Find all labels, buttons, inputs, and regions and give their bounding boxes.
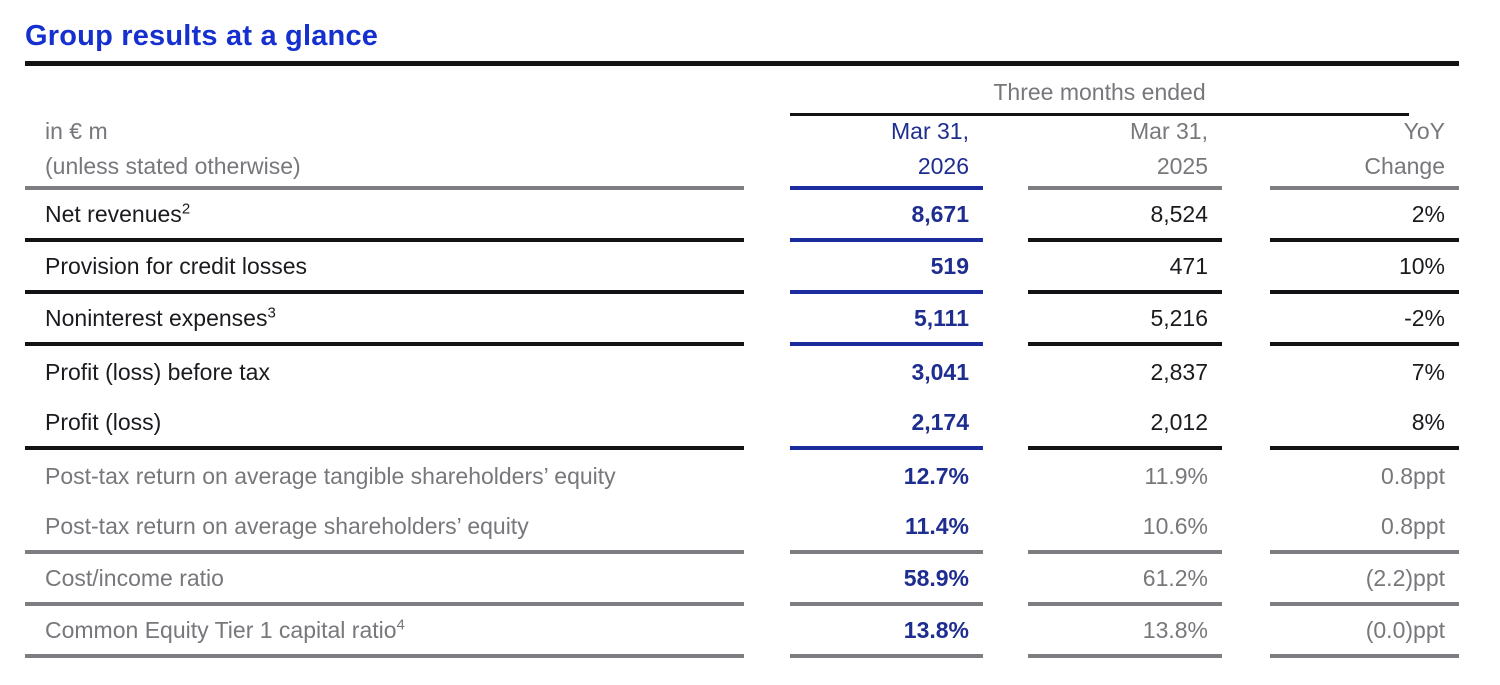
value-yoy: 10% (1270, 242, 1459, 294)
row-label: Noninterest expenses3 (25, 294, 744, 346)
value-2025: 471 (1028, 242, 1222, 294)
superscript: 4 (396, 615, 405, 633)
results-table: Three months ended in € m (unless stated… (25, 66, 1459, 658)
value-yoy: 2% (1270, 190, 1459, 242)
value-2025: 2,012 (1028, 398, 1222, 450)
value-yoy: -2% (1270, 294, 1459, 346)
table-row-noninterest-expenses: Noninterest expenses3 5,111 5,216 -2% (25, 294, 1459, 346)
table-row-profit-loss: Profit (loss) 2,174 2,012 8% (25, 398, 1459, 450)
row-label: Provision for credit losses (25, 242, 744, 294)
value-2026: 519 (790, 242, 983, 294)
page-title: Group results at a glance (25, 20, 1459, 66)
unit-line1: in € m (45, 118, 108, 144)
row-label: Cost/income ratio (25, 554, 744, 606)
value-2026: 2,174 (790, 398, 983, 450)
value-2025: 10.6% (1028, 502, 1222, 554)
value-yoy: 0.8ppt (1270, 502, 1459, 554)
group-header-row: Three months ended (25, 66, 1459, 116)
table-row-cost-income-ratio: Cost/income ratio 58.9% 61.2% (2.2)ppt (25, 554, 1459, 606)
row-label: Post-tax return on average shareholders’… (25, 502, 744, 554)
value-2026: 13.8% (790, 606, 983, 658)
superscript: 2 (181, 199, 191, 217)
row-label: Common Equity Tier 1 capital ratio4 (25, 606, 744, 658)
value-2026: 12.7% (903, 462, 969, 489)
row-label: Profit (loss) (25, 398, 744, 450)
group-header-three-months-ended: Three months ended (790, 66, 1409, 116)
column-header-unit: in € m (unless stated otherwise) (25, 116, 744, 190)
value-2026: 58.9% (790, 554, 983, 606)
value-yoy: 8% (1270, 398, 1459, 450)
column-header-mar-31-2026: Mar 31, 2026 (790, 116, 983, 190)
value-2025: 11.9% (1144, 462, 1208, 489)
value-2025: 5,216 (1028, 294, 1222, 346)
table-row-post-tax-return-tangible-equity: Post-tax return on average tangible shar… (25, 450, 1459, 502)
value-yoy: 0.8ppt (1381, 462, 1445, 489)
value-2026: 3,041 (911, 358, 969, 385)
value-2026: 5,111 (790, 294, 983, 346)
value-2025: 13.8% (1028, 606, 1222, 658)
table-row-cet1-capital-ratio: Common Equity Tier 1 capital ratio4 13.8… (25, 606, 1459, 658)
value-2025: 8,524 (1028, 190, 1222, 242)
value-yoy: 7% (1411, 358, 1445, 385)
column-header-yoy-change: YoY Change (1270, 116, 1459, 190)
value-2025: 61.2% (1028, 554, 1222, 606)
value-yoy: (0.0)ppt (1270, 606, 1459, 658)
row-label: Net revenues2 (25, 190, 744, 242)
row-label: Post-tax return on average tangible shar… (45, 462, 616, 489)
group-header-spacer (25, 66, 790, 116)
table-row-net-revenues: Net revenues2 8,671 8,524 2% (25, 190, 1459, 242)
superscript: 3 (267, 303, 276, 321)
report-content: Group results at a glance Three months e… (25, 0, 1459, 658)
row-label: Profit (loss) before tax (45, 358, 270, 385)
value-yoy: (2.2)ppt (1270, 554, 1459, 606)
value-2025: 2,837 (1150, 358, 1208, 385)
table-row-profit-loss-before-tax: Profit (loss) before tax 3,041 2,837 7% (25, 346, 1459, 398)
table-row-post-tax-return-equity: Post-tax return on average shareholders’… (25, 502, 1459, 554)
value-2026: 8,671 (790, 190, 983, 242)
column-header-row: in € m (unless stated otherwise) Mar 31,… (25, 116, 1459, 190)
table-row-provision-for-credit-losses: Provision for credit losses 519 471 10% (25, 242, 1459, 294)
unit-line2: (unless stated otherwise) (45, 152, 301, 179)
column-header-mar-31-2025: Mar 31, 2025 (1028, 116, 1222, 190)
value-2026: 11.4% (790, 502, 983, 554)
